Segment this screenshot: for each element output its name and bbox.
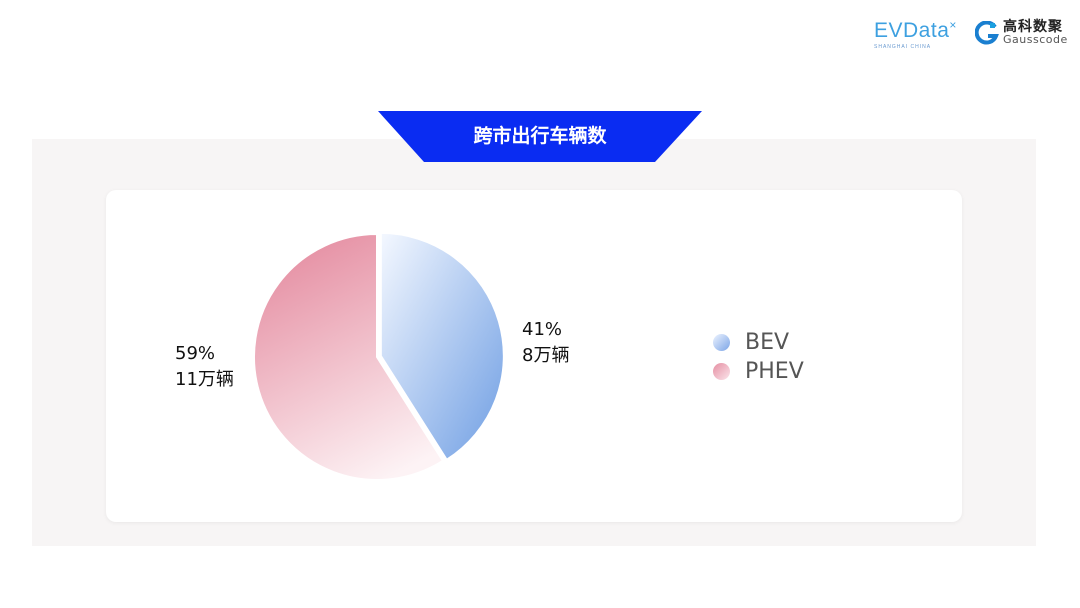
legend-item-phev[interactable]: PHEV (713, 357, 804, 386)
title-banner (378, 111, 702, 162)
legend: BEV PHEV (713, 328, 804, 386)
phev-count-label: 11万辆 (175, 369, 234, 390)
pie-slice-bev[interactable] (379, 231, 505, 462)
evdata-logo: EVData× SHANGHAI CHINA (874, 18, 957, 50)
gausscode-logo: 高科数聚 Gausscode (975, 20, 1068, 45)
bev-count-label: 8万辆 (522, 345, 570, 366)
bev-data-label: 41% 8万辆 (522, 317, 569, 369)
legend-label: PHEV (745, 359, 804, 384)
pie-slice-phev[interactable] (253, 232, 445, 481)
phev-data-label: 59% 11万辆 (175, 341, 234, 393)
legend-item-bev[interactable]: BEV (713, 328, 804, 357)
bev-percent-label: 41% (522, 319, 563, 340)
phev-percent-label: 59% (175, 343, 216, 364)
evdata-logo-sub: SHANGHAI CHINA (874, 44, 932, 50)
gausscode-logo-cn: 高科数聚 (1003, 19, 1063, 35)
evdata-logo-text: EVData (874, 19, 950, 42)
bev-legend-dot (713, 334, 730, 351)
chart-title: 跨市出行车辆数 (473, 125, 607, 147)
legend-label: BEV (745, 330, 790, 355)
chart-card (106, 190, 962, 522)
phev-legend-dot (713, 363, 730, 380)
gausscode-logo-en: Gausscode (1003, 33, 1068, 46)
gausscode-logo-icon (975, 20, 999, 44)
x-mark-icon: × (949, 18, 957, 32)
